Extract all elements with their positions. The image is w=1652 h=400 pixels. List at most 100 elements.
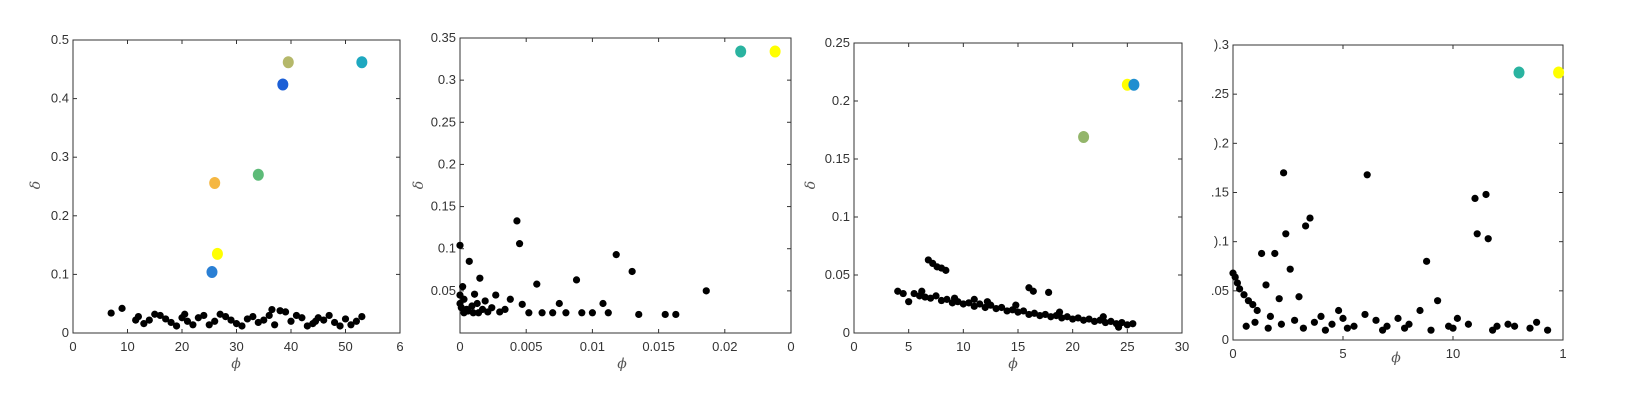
data-point bbox=[1372, 316, 1380, 324]
data-point bbox=[533, 280, 541, 288]
y-tick-label: .05 bbox=[1211, 283, 1229, 298]
data-point bbox=[492, 291, 500, 299]
data-point bbox=[1036, 312, 1044, 320]
data-point bbox=[513, 217, 521, 225]
data-point bbox=[578, 309, 586, 317]
x-axis-label: ϕ bbox=[617, 356, 627, 372]
data-point bbox=[588, 309, 597, 317]
data-point bbox=[469, 309, 477, 317]
data-point bbox=[1045, 288, 1053, 296]
data-point bbox=[976, 300, 984, 308]
data-point bbox=[465, 257, 473, 265]
data-point bbox=[1280, 169, 1288, 177]
y-tick-label: 0.25 bbox=[431, 114, 456, 129]
x-tick-label: 25 bbox=[1120, 339, 1134, 354]
data-point bbox=[1080, 316, 1088, 324]
data-point bbox=[481, 297, 489, 305]
highlight-point bbox=[1128, 78, 1140, 91]
data-point bbox=[200, 311, 208, 320]
y-tick-label: 0.15 bbox=[431, 199, 456, 214]
data-point bbox=[604, 309, 612, 317]
data-point bbox=[538, 309, 546, 317]
x-tick-label: 30 bbox=[1175, 339, 1189, 354]
data-point bbox=[1511, 322, 1519, 330]
plot-frame bbox=[459, 37, 792, 334]
data-point bbox=[1286, 265, 1294, 273]
data-point bbox=[1339, 314, 1347, 322]
data-point bbox=[549, 309, 557, 317]
y-tick-label: 0.3 bbox=[438, 72, 456, 87]
data-point bbox=[992, 305, 1000, 313]
data-point bbox=[1236, 285, 1244, 293]
data-point bbox=[905, 298, 913, 306]
data-point bbox=[612, 251, 620, 259]
data-point bbox=[1249, 301, 1257, 309]
data-point bbox=[1299, 324, 1307, 332]
data-point bbox=[243, 315, 251, 323]
plot-frame bbox=[1232, 44, 1564, 341]
data-point bbox=[1526, 324, 1534, 332]
data-point bbox=[352, 317, 360, 325]
data-point bbox=[1423, 257, 1431, 265]
y-tick-label: 0 bbox=[1222, 332, 1229, 347]
data-point bbox=[555, 299, 563, 308]
data-point bbox=[1291, 316, 1299, 324]
y-tick-label: 0.05 bbox=[431, 283, 456, 298]
data-point bbox=[1058, 314, 1066, 322]
data-point bbox=[1074, 314, 1082, 322]
data-point bbox=[1266, 312, 1274, 320]
data-point bbox=[1282, 230, 1290, 238]
data-point bbox=[599, 299, 607, 308]
y-tick-label: ).3 bbox=[1214, 37, 1229, 52]
x-tick-label: 0.015 bbox=[642, 339, 675, 354]
data-point bbox=[194, 314, 202, 322]
data-point bbox=[910, 289, 918, 298]
data-point bbox=[1504, 320, 1512, 328]
data-point bbox=[459, 283, 467, 291]
data-point bbox=[476, 274, 484, 282]
data-point bbox=[151, 310, 159, 318]
data-point bbox=[1003, 307, 1011, 315]
x-tick-label: 50 bbox=[338, 339, 352, 354]
data-point bbox=[222, 312, 230, 321]
highlight-point bbox=[1513, 66, 1525, 79]
data-point bbox=[562, 309, 570, 317]
data-point bbox=[1029, 287, 1037, 295]
data-point bbox=[1231, 273, 1239, 281]
data-point bbox=[172, 322, 181, 330]
data-point bbox=[1251, 318, 1259, 326]
y-tick-label: 0.5 bbox=[51, 32, 69, 47]
data-point bbox=[1449, 324, 1457, 332]
data-point bbox=[1275, 295, 1283, 303]
data-point bbox=[1271, 249, 1279, 258]
data-point bbox=[292, 311, 301, 320]
data-point bbox=[227, 316, 235, 324]
y-tick-label: 0.2 bbox=[832, 93, 850, 108]
data-point bbox=[1302, 222, 1310, 230]
data-point bbox=[1434, 297, 1442, 305]
data-point bbox=[320, 316, 328, 324]
data-point bbox=[899, 289, 907, 298]
data-point bbox=[1063, 313, 1071, 321]
data-point bbox=[937, 296, 946, 305]
data-point bbox=[145, 316, 153, 324]
data-point bbox=[515, 240, 524, 248]
data-point bbox=[1129, 320, 1137, 328]
x-axis-label: ϕ bbox=[1008, 356, 1018, 372]
data-point bbox=[311, 317, 320, 325]
data-point bbox=[1484, 235, 1492, 243]
data-point bbox=[162, 315, 170, 323]
data-point bbox=[1350, 322, 1358, 330]
highlight-point bbox=[1553, 66, 1565, 79]
y-tick-label: 0.4 bbox=[51, 91, 69, 106]
data-point bbox=[1107, 317, 1115, 325]
data-point bbox=[1114, 323, 1123, 331]
data-point bbox=[1321, 326, 1329, 334]
data-point bbox=[271, 321, 279, 329]
y-tick-label: 0.35 bbox=[431, 30, 456, 45]
data-point bbox=[181, 310, 189, 318]
data-point bbox=[488, 304, 496, 312]
data-point bbox=[118, 304, 126, 312]
y-axis-label: δ bbox=[28, 181, 44, 189]
